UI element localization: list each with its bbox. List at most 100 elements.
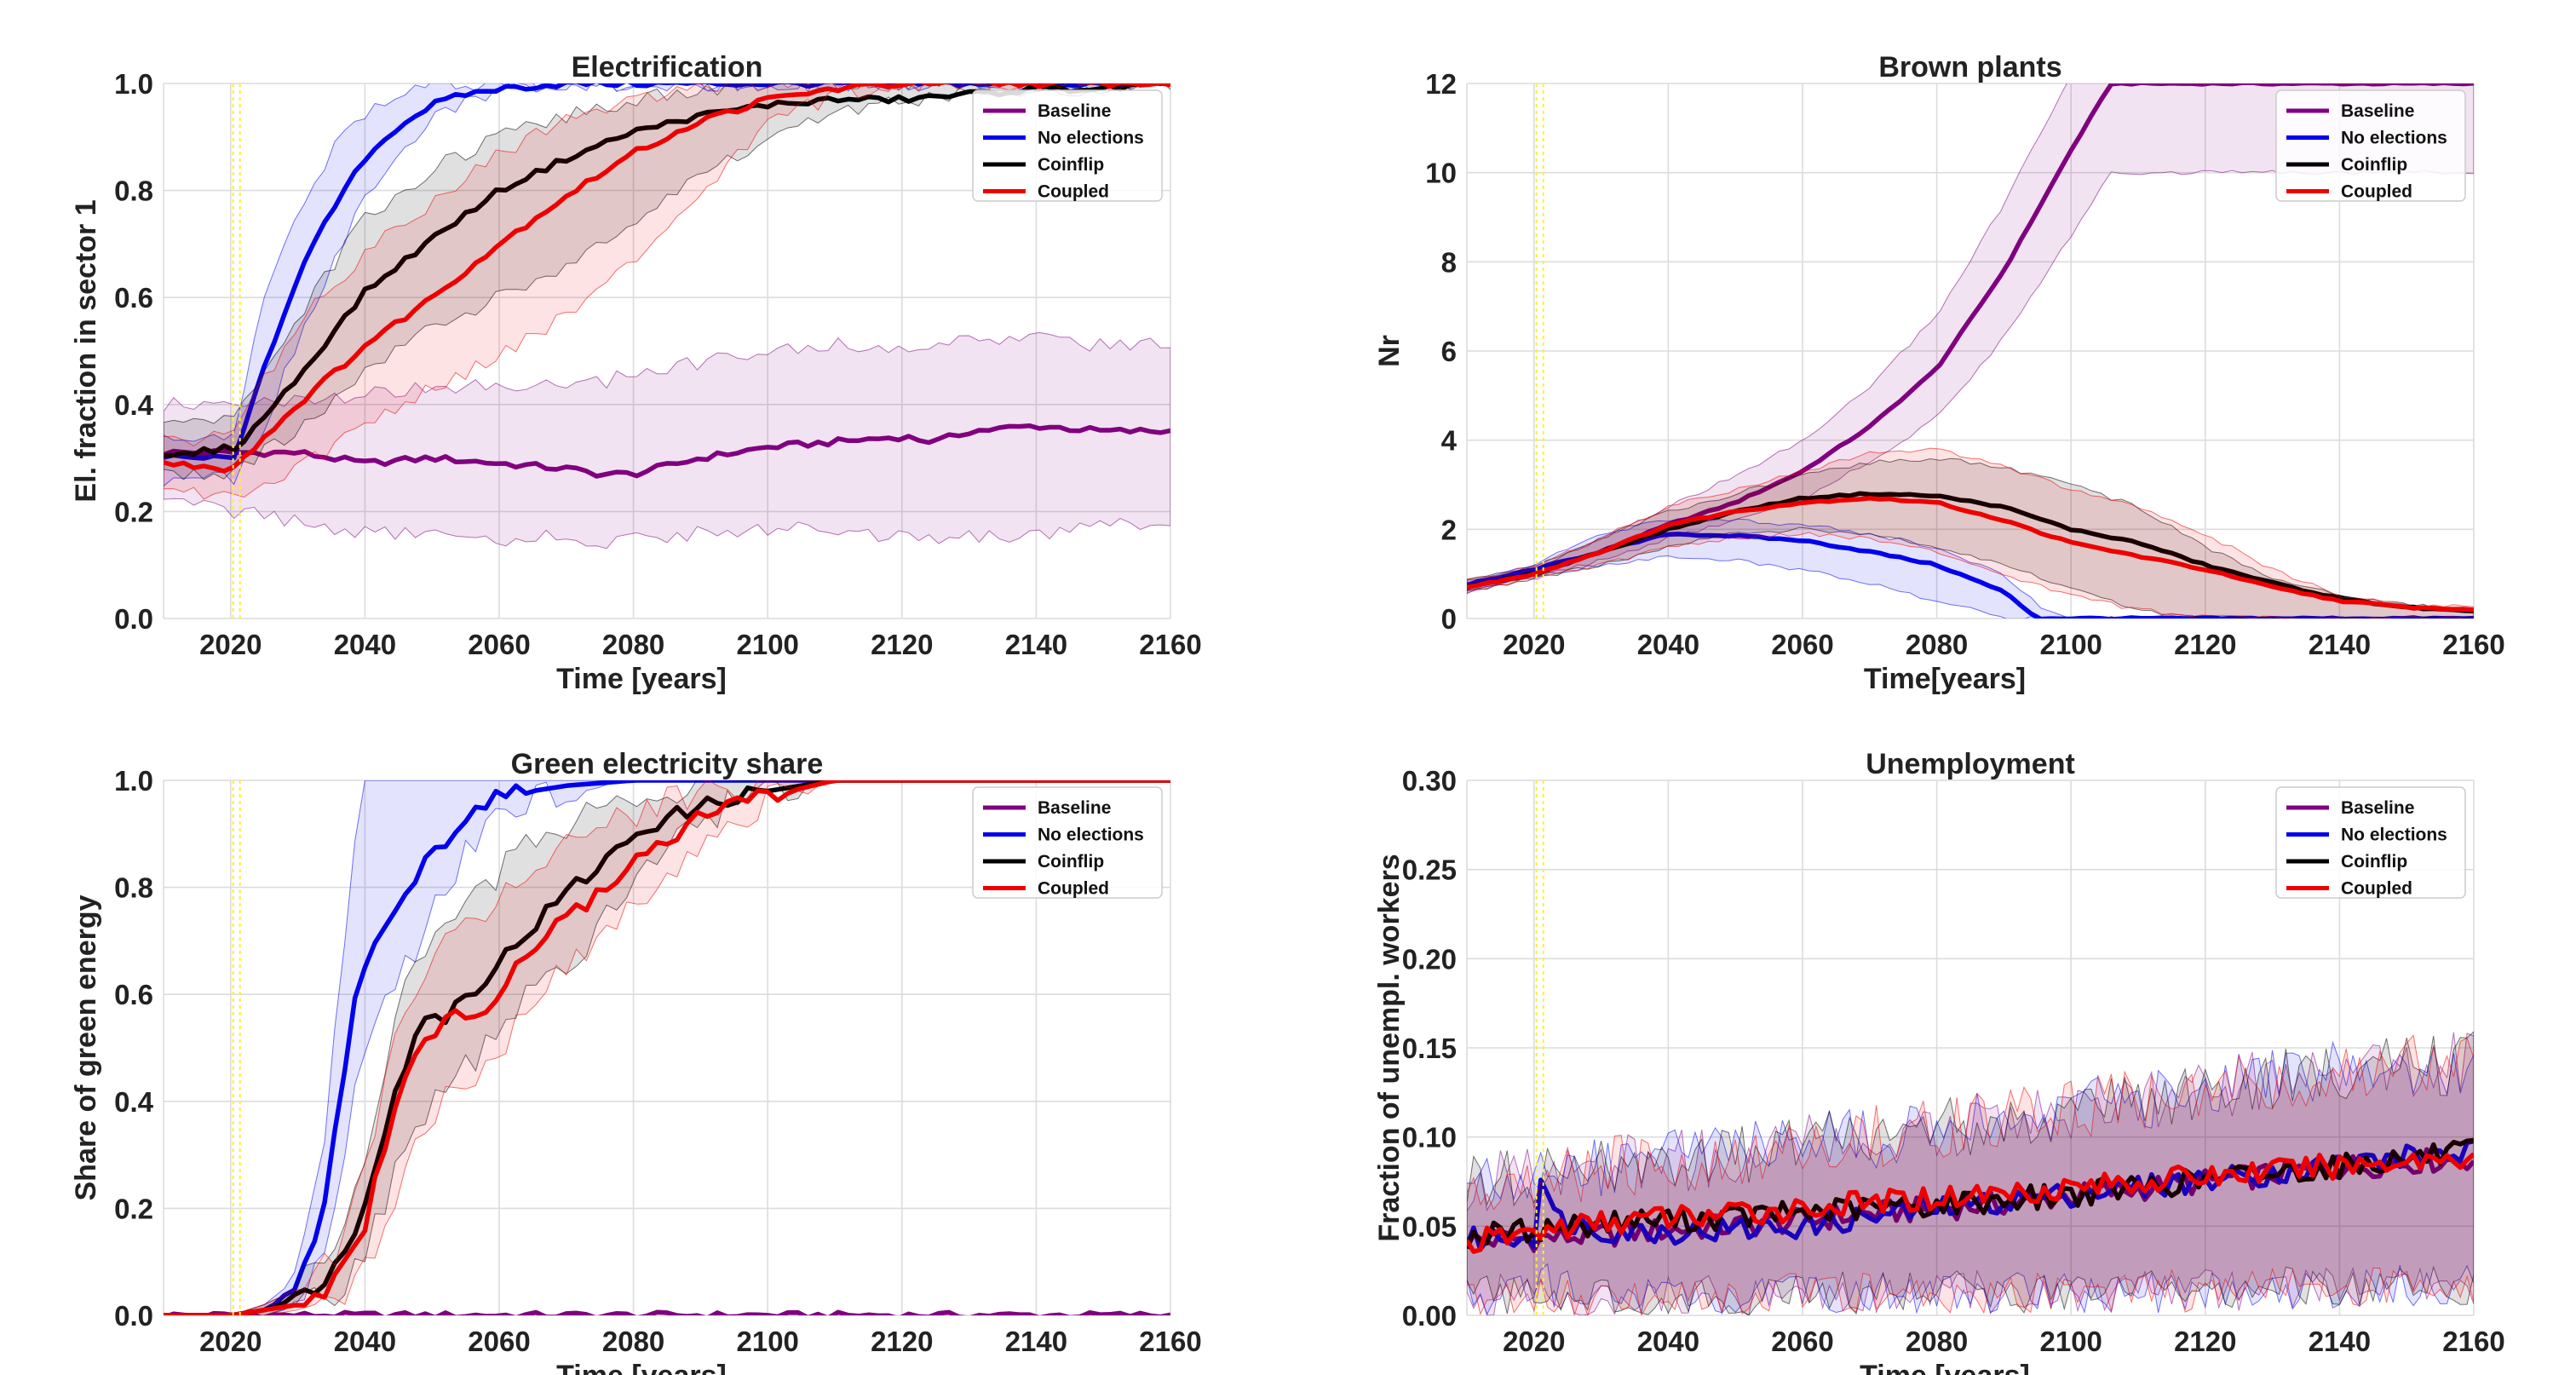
series-line-baseline	[164, 1309, 1170, 1315]
legend-box	[2275, 786, 2466, 899]
x-tick-label: 2080	[602, 1326, 664, 1357]
y-tick-label: 1.0	[114, 68, 153, 100]
x-tick-label: 2120	[871, 629, 933, 660]
series-line-coinflip	[1467, 491, 2474, 613]
band-baseline	[164, 331, 1170, 549]
x-tick-label: 2160	[1139, 629, 1201, 660]
legend-label: Coupled	[2341, 879, 2412, 899]
legend-label: Baseline	[1038, 798, 1111, 818]
y-tick-label: 2	[1441, 514, 1457, 545]
y-tick-label: 0.6	[114, 979, 153, 1010]
x-tick-label: 2100	[2039, 629, 2102, 660]
chart-title: Brown plants	[1878, 51, 2061, 83]
x-tick-label: 2140	[1005, 629, 1067, 660]
y-tick-label: 0.25	[1402, 854, 1457, 886]
x-tick-label: 2060	[468, 629, 530, 660]
x-tick-label: 2020	[1503, 1326, 1565, 1357]
y-axis-label: Nr	[1373, 335, 1406, 367]
y-tick-label: 0.4	[114, 389, 154, 421]
band-coinflip	[164, 780, 1170, 1315]
chart-title: Electrification	[572, 51, 763, 83]
y-tick-label: 8	[1441, 246, 1457, 278]
legend-label: Coinflip	[2341, 852, 2407, 872]
x-tick-label: 2140	[2309, 1326, 2371, 1357]
legend: Baseline No elections Coinflip Coupled	[972, 786, 1163, 899]
legend-label: Coinflip	[2341, 155, 2407, 175]
x-axis-label: Time [years]	[1860, 1360, 2030, 1375]
band-no-elections	[164, 780, 1170, 1315]
band-no-elections	[1467, 518, 2474, 618]
y-tick-label: 1.0	[114, 765, 153, 797]
y-tick-label: 0.15	[1402, 1033, 1457, 1064]
chart-title: Green electricity share	[511, 748, 824, 780]
legend-label: Coupled	[1038, 879, 1109, 899]
y-tick-label: 0.20	[1402, 943, 1457, 975]
y-tick-label: 0.2	[114, 496, 153, 527]
x-axis-label: Time [years]	[556, 663, 727, 695]
x-tick-label: 2040	[334, 629, 396, 660]
x-tick-label: 2060	[468, 1326, 530, 1357]
y-tick-label: 0.0	[114, 603, 153, 635]
legend-box	[972, 89, 1163, 202]
y-tick-label: 0.6	[114, 282, 153, 314]
x-tick-label: 2080	[602, 629, 664, 660]
x-tick-label: 2040	[334, 1326, 396, 1357]
x-tick-label: 2120	[2174, 629, 2236, 660]
x-tick-label: 2100	[736, 1326, 798, 1357]
x-tick-label: 2100	[2039, 1326, 2102, 1357]
x-tick-label: 2140	[1005, 1326, 1067, 1357]
x-tick-label: 2040	[1637, 629, 1699, 660]
x-tick-label: 2060	[1771, 1326, 1833, 1357]
y-tick-label: 0.05	[1402, 1211, 1457, 1242]
series-line-no-elections	[164, 83, 1170, 461]
series-line-coinflip	[164, 780, 1170, 1315]
y-tick-label: 4	[1441, 425, 1458, 457]
legend-label: No elections	[1038, 826, 1144, 845]
legend-label: Coinflip	[1038, 852, 1104, 872]
x-tick-label: 2160	[1139, 1326, 1201, 1357]
y-tick-label: 6	[1441, 336, 1457, 367]
legend-label: No elections	[2341, 129, 2447, 148]
y-axis-label: Share of green energy	[70, 895, 102, 1200]
plot-area	[1467, 1031, 2474, 1315]
series-line-coupled	[164, 780, 1170, 1315]
series-line-no-elections	[164, 780, 1170, 1315]
legend-label: No elections	[2341, 826, 2447, 845]
x-tick-label: 2040	[1637, 1326, 1699, 1357]
y-tick-label: 10	[1425, 158, 1457, 189]
series-line-coupled	[1467, 496, 2474, 613]
x-tick-label: 2140	[2309, 629, 2371, 660]
y-tick-label: 0.30	[1402, 765, 1457, 797]
x-tick-label: 2160	[2442, 629, 2504, 660]
x-tick-label: 2020	[199, 629, 262, 660]
x-tick-label: 2080	[1906, 1326, 1968, 1357]
x-tick-label: 2060	[1771, 629, 1833, 660]
y-axis-label: El. fraction in sector 1	[70, 199, 102, 502]
legend-label: No elections	[1038, 129, 1144, 148]
x-tick-label: 2160	[2442, 1326, 2504, 1357]
chart-panel-4: Unemployment 2020 2040 2060 2080 2100 2120 2140…	[1373, 748, 2505, 1375]
x-axis-label: Time[years]	[1864, 663, 2026, 695]
y-tick-label: 0	[1441, 603, 1457, 635]
y-tick-label: 0.4	[114, 1086, 154, 1118]
band-coupled	[1467, 1034, 2474, 1315]
y-tick-label: 0.10	[1402, 1122, 1457, 1154]
chart-title: Unemployment	[1866, 748, 2075, 780]
x-tick-label: 2100	[736, 629, 798, 660]
legend-label: Baseline	[2341, 101, 2414, 121]
y-tick-label: 0.0	[114, 1300, 153, 1332]
x-tick-label: 2020	[1503, 629, 1565, 660]
chart-panel-1: Electrification 2020 2040 2060 2080 2100 2120 2…	[70, 51, 1202, 695]
legend-label: Coupled	[1038, 182, 1109, 202]
series-line-baseline	[1467, 1147, 2474, 1253]
y-tick-label: 0.8	[114, 872, 153, 904]
legend-label: Coinflip	[1038, 155, 1104, 175]
plot-area	[1467, 83, 2474, 618]
legend: Baseline No elections Coinflip Coupled	[2275, 89, 2466, 202]
x-tick-label: 2120	[871, 1326, 933, 1357]
legend-box	[972, 786, 1163, 899]
x-axis-label: Time [years]	[556, 1360, 727, 1375]
legend-label: Baseline	[2341, 798, 2414, 818]
